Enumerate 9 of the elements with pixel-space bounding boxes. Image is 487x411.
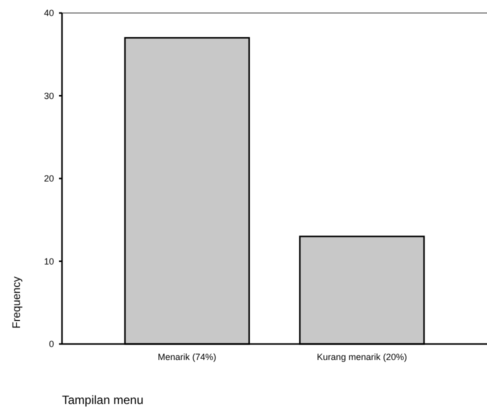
y-tick-label: 20 (44, 174, 54, 184)
y-tick-label: 0 (48, 339, 54, 350)
y-axis-title: Frequency (11, 276, 23, 328)
y-tick-label: 40 (44, 8, 54, 18)
y-tick-label: 30 (44, 90, 54, 101)
x-tick-label: Menarik (74%) (158, 352, 216, 362)
y-tick-label: 10 (44, 256, 54, 266)
x-tick-label: Kurang menarik (20%) (316, 352, 407, 362)
x-axis-title: Tampilan menu (62, 393, 144, 407)
